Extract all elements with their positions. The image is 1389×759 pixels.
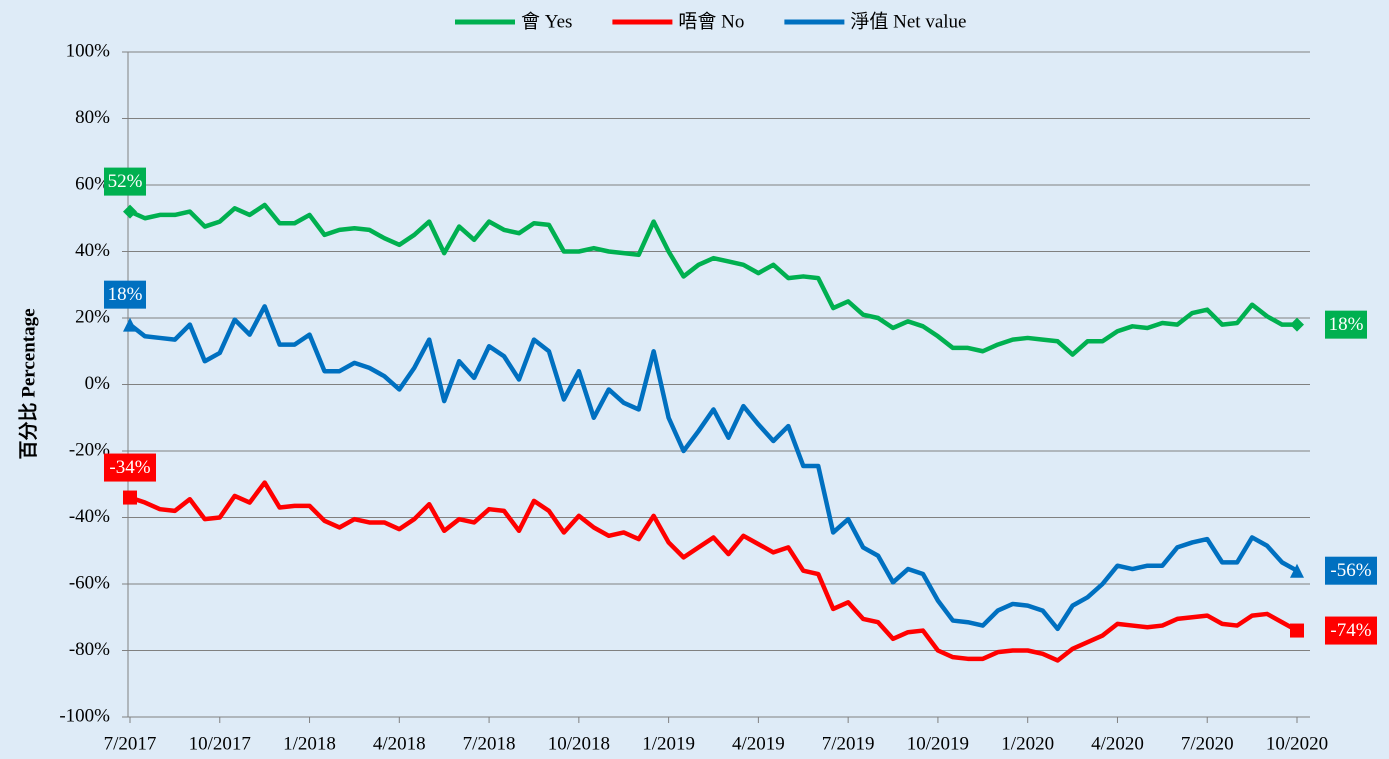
x-tick-label: 4/2018 — [373, 733, 426, 754]
data-label: -74% — [1330, 620, 1371, 641]
data-label: 18% — [108, 284, 143, 305]
x-tick-label: 1/2018 — [283, 733, 336, 754]
data-label-box — [104, 453, 156, 482]
x-tick-label: 10/2020 — [1266, 733, 1328, 754]
x-tick-label: 7/2019 — [822, 733, 875, 754]
data-label-box — [1325, 616, 1377, 645]
end-marker — [1290, 623, 1304, 638]
x-tick-label: 10/2017 — [189, 733, 251, 754]
data-label-box — [104, 280, 146, 309]
x-tick-label: 7/2017 — [104, 733, 157, 754]
y-tick-label: -40% — [69, 506, 110, 527]
x-tick-label: 10/2018 — [548, 733, 610, 754]
y-tick-label: -100% — [59, 705, 110, 726]
y-tick-label: -60% — [69, 572, 110, 593]
end-marker — [123, 204, 137, 219]
legend-label: 唔會 No — [678, 10, 744, 32]
x-tick-label: 7/2020 — [1181, 733, 1234, 754]
data-label-box — [104, 167, 146, 196]
x-tick-label: 10/2019 — [907, 733, 969, 754]
series-line — [128, 304, 1299, 632]
series-line — [129, 202, 1297, 357]
end-marker — [1290, 563, 1304, 578]
x-tick-label: 7/2018 — [463, 733, 516, 754]
y-tick-label: 0% — [85, 373, 111, 394]
series-line — [129, 480, 1299, 663]
x-tick-label: 1/2020 — [1001, 733, 1054, 754]
y-tick-label: 80% — [75, 107, 110, 128]
data-label-box — [1325, 310, 1367, 339]
data-label-box — [1325, 556, 1377, 585]
end-marker — [1290, 317, 1304, 332]
x-tick-label: 1/2019 — [642, 733, 695, 754]
y-axis-title: 百分比 Percentage — [17, 308, 39, 459]
y-tick-label: 20% — [75, 306, 110, 327]
legend-label: 會 Yes — [521, 10, 572, 32]
legend-label: 淨值 Net value — [850, 10, 966, 32]
x-tick-label: 4/2020 — [1091, 733, 1144, 754]
data-label: 18% — [1329, 314, 1364, 335]
y-tick-label: 100% — [66, 40, 111, 61]
data-label: -34% — [109, 457, 150, 478]
end-marker — [123, 317, 137, 332]
y-tick-label: -20% — [69, 439, 110, 460]
data-label: 52% — [108, 171, 143, 192]
y-tick-label: -80% — [69, 639, 110, 660]
y-tick-label: 60% — [75, 173, 110, 194]
y-tick-label: 40% — [75, 240, 110, 261]
data-label: -56% — [1330, 560, 1371, 581]
x-tick-label: 4/2019 — [732, 733, 785, 754]
end-marker — [123, 490, 137, 505]
